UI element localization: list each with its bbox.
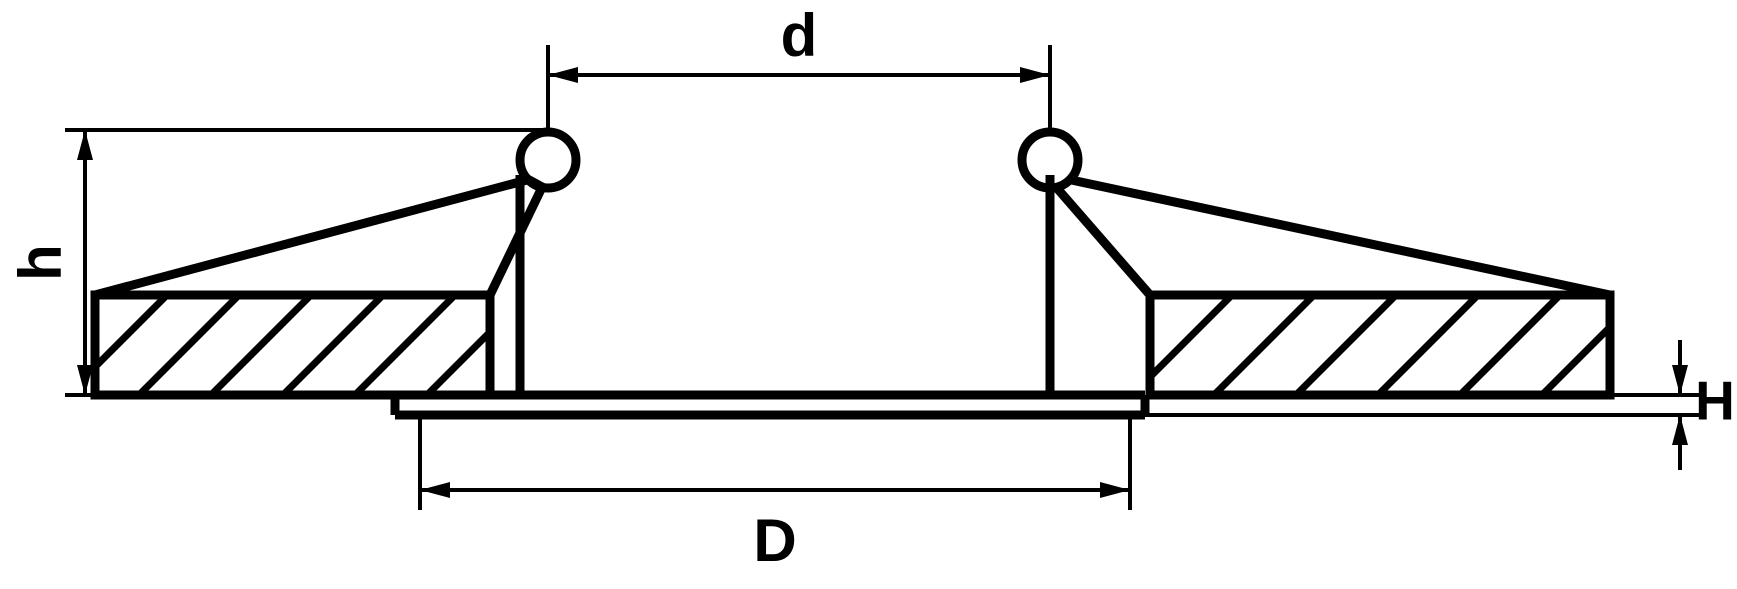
dimension-label-H: H (1695, 370, 1735, 432)
dimension-label-D: D (753, 507, 796, 574)
diagram-canvas: d Dh H (0, 0, 1737, 589)
dimension-label-d: d (781, 2, 818, 69)
dimension-annotations: d Dh H (7, 2, 1735, 574)
fixture-cross-section (95, 132, 1610, 415)
dimension-label-h: h (7, 244, 74, 281)
